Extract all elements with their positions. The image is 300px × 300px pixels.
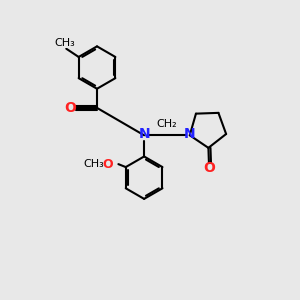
- Text: CH₂: CH₂: [157, 119, 177, 129]
- Text: O: O: [103, 158, 113, 171]
- Text: CH₃: CH₃: [54, 38, 75, 47]
- Text: N: N: [184, 127, 196, 141]
- Text: N: N: [138, 127, 150, 141]
- Text: O: O: [64, 101, 76, 115]
- Text: O: O: [203, 161, 215, 176]
- Text: CH₃: CH₃: [84, 159, 105, 169]
